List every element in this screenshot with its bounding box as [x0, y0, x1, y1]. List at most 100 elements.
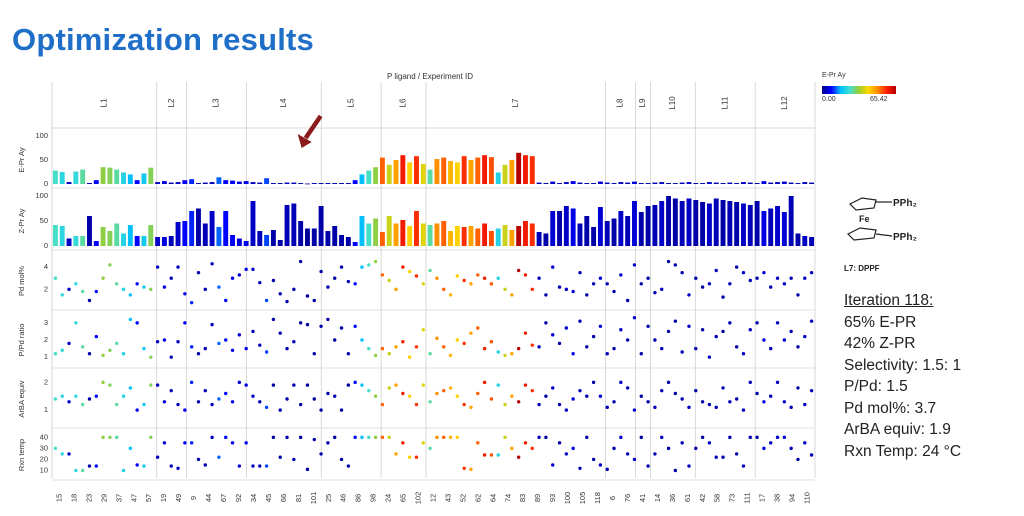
bar [407, 162, 413, 184]
bar [434, 159, 440, 184]
data-point [775, 321, 780, 325]
data-point [346, 279, 351, 284]
data-point [264, 298, 269, 303]
bar [386, 216, 392, 246]
data-point [94, 394, 98, 398]
colorbar-title: E-Pr Ay [822, 72, 846, 79]
data-point [639, 435, 643, 440]
data-point [428, 268, 432, 273]
data-point [312, 437, 316, 442]
experiment-id-label: 36 [668, 494, 677, 502]
data-point [67, 287, 71, 292]
bar [420, 163, 426, 184]
data-point [326, 441, 330, 445]
bar [741, 182, 746, 184]
bar [270, 230, 276, 246]
bar [509, 160, 515, 184]
panel-label: Rxn temp [17, 439, 26, 471]
data-point [217, 455, 221, 459]
data-point [115, 282, 119, 286]
data-point [639, 352, 643, 356]
bar [741, 203, 746, 246]
bar [264, 235, 270, 246]
bar [298, 221, 304, 246]
data-point [687, 464, 691, 468]
data-point [721, 455, 725, 459]
data-point [407, 455, 412, 459]
data-point [632, 408, 637, 412]
data-point [680, 397, 684, 401]
bar [216, 177, 222, 184]
bar [223, 211, 229, 246]
bar [475, 228, 481, 246]
group-label-l8: L8 [616, 98, 625, 107]
data-point [217, 397, 221, 401]
data-point [639, 282, 643, 286]
bar [93, 241, 99, 246]
data-point [87, 397, 92, 401]
data-point [748, 278, 752, 283]
bar [550, 211, 556, 246]
data-point [694, 276, 698, 280]
data-point [782, 435, 787, 440]
bar [366, 223, 372, 246]
annotation-line: ArBA equiv: 1.9 [844, 421, 951, 438]
experiment-id-label: 24 [384, 494, 393, 502]
data-point [680, 350, 684, 354]
p-bond-bottom [875, 233, 893, 237]
data-point [360, 435, 364, 440]
bar [625, 182, 631, 184]
bar [638, 212, 644, 246]
data-point [591, 380, 596, 385]
data-point [448, 293, 453, 297]
data-point [251, 394, 255, 398]
pph2-bottom-label: PPh₂ [893, 232, 917, 243]
data-point [721, 386, 725, 390]
bar [209, 182, 215, 184]
bar [420, 223, 426, 246]
bar [638, 183, 644, 184]
data-point [510, 394, 514, 398]
data-point [782, 400, 787, 404]
bar [659, 182, 665, 184]
experiment-id-label: 105 [578, 492, 587, 505]
experiment-id-label: 64 [488, 494, 497, 502]
data-point [414, 402, 419, 407]
data-point [728, 435, 732, 440]
data-point [482, 276, 487, 280]
data-point [666, 380, 671, 385]
experiment-id-label: 86 [354, 494, 363, 502]
data-point [367, 263, 371, 267]
experiment-id-label: 74 [503, 494, 512, 502]
bar [59, 172, 65, 184]
data-point [789, 405, 793, 410]
group-label-l1: L1 [99, 98, 108, 107]
data-point [183, 408, 187, 412]
data-point [462, 278, 466, 283]
data-point [469, 282, 473, 286]
data-point [523, 273, 528, 277]
data-point [700, 285, 705, 289]
experiment-id-label: 45 [264, 494, 273, 502]
data-point [67, 341, 71, 346]
bar [127, 225, 133, 246]
data-point [442, 345, 446, 349]
data-point [319, 324, 323, 328]
bar [196, 208, 201, 246]
bar [604, 221, 610, 246]
data-point [482, 453, 487, 457]
data-point [523, 441, 528, 445]
data-point [448, 386, 453, 390]
data-point [769, 285, 773, 289]
bar [727, 182, 733, 184]
data-point [360, 338, 364, 342]
data-point [319, 452, 323, 456]
data-point [407, 394, 412, 398]
data-point [176, 466, 180, 470]
bar [495, 172, 501, 184]
data-point [367, 346, 371, 351]
data-point [169, 355, 173, 359]
data-point [741, 464, 746, 468]
data-point [428, 446, 432, 451]
experiment-id-label: 47 [129, 494, 138, 502]
